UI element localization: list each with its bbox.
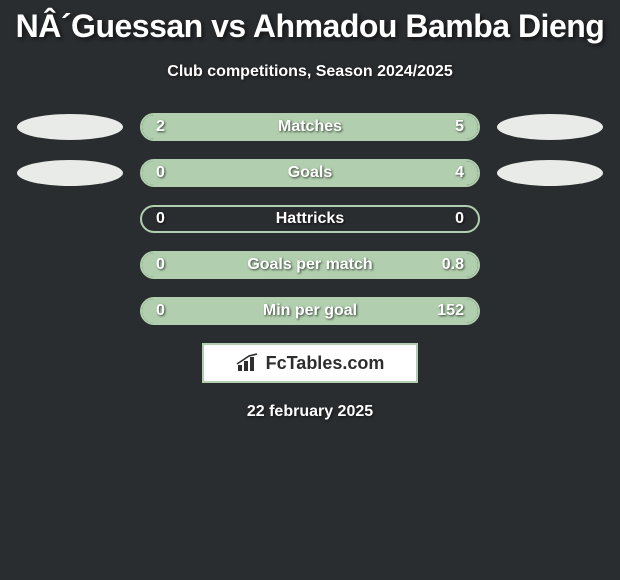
club-right-slot <box>490 297 610 325</box>
club-left-slot <box>10 297 130 325</box>
value-right: 0.8 <box>442 253 464 277</box>
stat-bar: 0Goals per match0.8 <box>140 251 480 279</box>
metric-label: Goals <box>142 161 478 185</box>
metric-label: Matches <box>142 115 478 139</box>
stat-bar: 2Matches5 <box>140 113 480 141</box>
stat-bar: 0Hattricks0 <box>140 205 480 233</box>
page-title: NÂ´Guessan vs Ahmadou Bamba Dieng <box>0 0 620 45</box>
value-right: 152 <box>437 299 464 323</box>
metric-label: Hattricks <box>142 207 478 231</box>
metric-label: Min per goal <box>142 299 478 323</box>
club-left-logo <box>17 114 123 140</box>
club-left-slot <box>10 251 130 279</box>
value-right: 0 <box>455 207 464 231</box>
stat-row: 0Min per goal152 <box>10 297 610 325</box>
stat-bar: 0Goals4 <box>140 159 480 187</box>
club-right-slot <box>490 113 610 141</box>
metric-label: Goals per match <box>142 253 478 277</box>
club-left-slot <box>10 113 130 141</box>
stat-row: 2Matches5 <box>10 113 610 141</box>
stat-bar: 0Min per goal152 <box>140 297 480 325</box>
value-right: 5 <box>455 115 464 139</box>
date-text: 22 february 2025 <box>0 403 620 421</box>
club-right-slot <box>490 251 610 279</box>
club-right-slot <box>490 159 610 187</box>
subtitle: Club competitions, Season 2024/2025 <box>0 63 620 81</box>
club-left-logo <box>17 160 123 186</box>
club-left-slot <box>10 205 130 233</box>
stats-rows: 2Matches50Goals40Hattricks00Goals per ma… <box>0 113 620 325</box>
bars-icon <box>236 353 262 373</box>
club-left-slot <box>10 159 130 187</box>
club-right-logo <box>497 114 603 140</box>
stat-row: 0Goals4 <box>10 159 610 187</box>
value-right: 4 <box>455 161 464 185</box>
club-right-slot <box>490 205 610 233</box>
brand-text: FcTables.com <box>266 353 385 374</box>
club-right-logo <box>497 160 603 186</box>
stat-row: 0Goals per match0.8 <box>10 251 610 279</box>
stat-row: 0Hattricks0 <box>10 205 610 233</box>
brand-logo[interactable]: FcTables.com <box>202 343 418 383</box>
